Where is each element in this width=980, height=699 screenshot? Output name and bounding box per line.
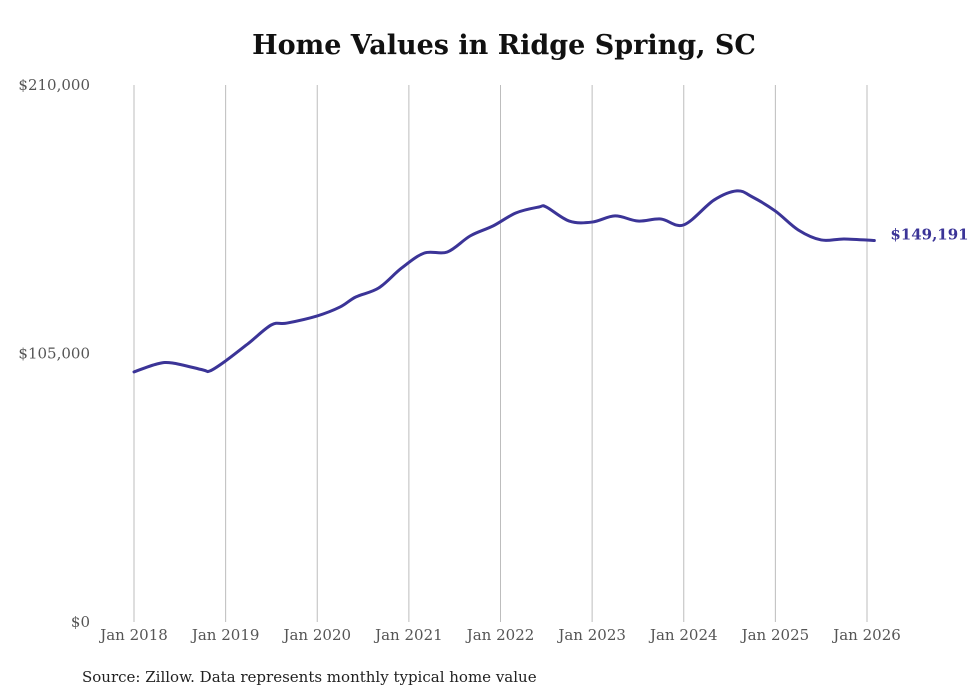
- x-tick-label: Jan 2020: [281, 626, 351, 644]
- x-tick-label: Jan 2024: [648, 626, 718, 644]
- x-tick-label: Jan 2026: [831, 626, 901, 644]
- y-tick-label: $0: [71, 613, 90, 631]
- chart-title: Home Values in Ridge Spring, SC: [252, 30, 756, 61]
- x-tick-label: Jan 2025: [740, 626, 810, 644]
- x-tick-label: Jan 2022: [465, 626, 535, 644]
- x-tick-label: Jan 2018: [98, 626, 168, 644]
- x-tick-label: Jan 2021: [373, 626, 443, 644]
- end-value-label: $149,191: [890, 225, 968, 243]
- y-tick-label: $210,000: [18, 76, 90, 94]
- x-tick-label: Jan 2019: [190, 626, 260, 644]
- source-note: Source: Zillow. Data represents monthly …: [82, 668, 537, 686]
- x-tick-label: Jan 2023: [556, 626, 626, 644]
- series-line: [132, 189, 876, 374]
- y-tick-label: $105,000: [18, 345, 90, 363]
